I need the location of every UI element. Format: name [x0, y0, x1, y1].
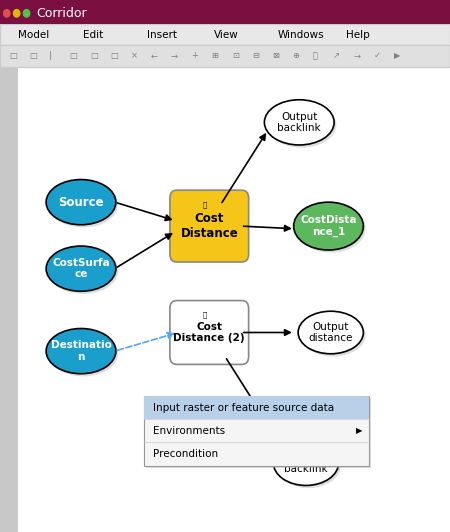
Ellipse shape	[296, 205, 365, 253]
Text: CostDista
nce_1: CostDista nce_1	[300, 215, 357, 237]
Text: Input raster or feature source data: Input raster or feature source data	[153, 403, 334, 413]
Circle shape	[4, 10, 10, 17]
Text: Source: Source	[58, 196, 104, 209]
Ellipse shape	[49, 182, 118, 228]
Ellipse shape	[293, 202, 364, 250]
Text: 🔨: 🔨	[202, 201, 207, 208]
Text: ↗: ↗	[333, 52, 340, 60]
Ellipse shape	[298, 311, 364, 354]
FancyBboxPatch shape	[175, 306, 248, 364]
Text: Environments: Environments	[153, 426, 225, 436]
Text: Windows: Windows	[278, 30, 324, 39]
Text: ⊞: ⊞	[212, 52, 219, 60]
Text: Model: Model	[18, 30, 49, 39]
Ellipse shape	[46, 328, 116, 373]
Ellipse shape	[301, 314, 365, 356]
Text: +: +	[191, 52, 198, 60]
Circle shape	[14, 10, 20, 17]
FancyBboxPatch shape	[170, 190, 248, 262]
Ellipse shape	[49, 331, 118, 377]
Text: |: |	[50, 52, 52, 60]
Text: ×: ×	[130, 52, 138, 60]
FancyBboxPatch shape	[0, 66, 18, 532]
Text: □: □	[29, 52, 37, 60]
Text: □: □	[110, 52, 118, 60]
Text: Edit: Edit	[83, 30, 104, 39]
Text: Cost
Distance (2): Cost Distance (2)	[173, 322, 245, 343]
Ellipse shape	[265, 100, 334, 145]
Text: □: □	[90, 52, 98, 60]
FancyBboxPatch shape	[0, 21, 450, 532]
Text: ⊟: ⊟	[252, 52, 259, 60]
Text: Corridor: Corridor	[36, 7, 86, 20]
Text: →: →	[171, 52, 178, 60]
Ellipse shape	[274, 440, 338, 485]
Ellipse shape	[49, 249, 118, 294]
Text: CostSurfa
ce: CostSurfa ce	[52, 258, 110, 279]
Ellipse shape	[266, 102, 337, 148]
FancyBboxPatch shape	[146, 398, 371, 468]
Circle shape	[23, 10, 30, 17]
Text: ▶: ▶	[356, 427, 362, 435]
Text: Help: Help	[346, 30, 369, 39]
Text: Output
backlink: Output backlink	[278, 112, 321, 133]
Text: Destinatio
n: Destinatio n	[50, 340, 112, 362]
Text: ⊡: ⊡	[232, 52, 239, 60]
Ellipse shape	[46, 246, 116, 292]
Text: ✋: ✋	[313, 52, 318, 60]
Text: Insert: Insert	[147, 30, 177, 39]
FancyBboxPatch shape	[170, 301, 248, 364]
Text: Cost
Distance: Cost Distance	[180, 212, 238, 240]
Text: 🔨: 🔨	[202, 312, 207, 318]
Text: ←: ←	[151, 52, 158, 60]
Text: Output
distance: Output distance	[309, 322, 353, 343]
FancyBboxPatch shape	[175, 196, 248, 262]
Text: Output
backlink: Output backlink	[284, 452, 328, 473]
Text: →: →	[353, 52, 360, 60]
Text: ▶: ▶	[394, 52, 400, 60]
FancyBboxPatch shape	[0, 24, 450, 45]
Text: ⊕: ⊕	[292, 52, 300, 60]
FancyBboxPatch shape	[144, 396, 369, 466]
Text: Precondition: Precondition	[153, 449, 218, 459]
Text: □: □	[9, 52, 17, 60]
FancyBboxPatch shape	[0, 45, 450, 66]
FancyBboxPatch shape	[144, 396, 369, 419]
Text: □: □	[70, 52, 77, 60]
Ellipse shape	[275, 443, 341, 488]
FancyBboxPatch shape	[0, 0, 450, 21]
Text: ✓: ✓	[374, 52, 381, 60]
FancyBboxPatch shape	[0, 0, 450, 24]
Text: ⊠: ⊠	[272, 52, 279, 60]
Text: View: View	[214, 30, 239, 39]
Ellipse shape	[46, 180, 116, 225]
